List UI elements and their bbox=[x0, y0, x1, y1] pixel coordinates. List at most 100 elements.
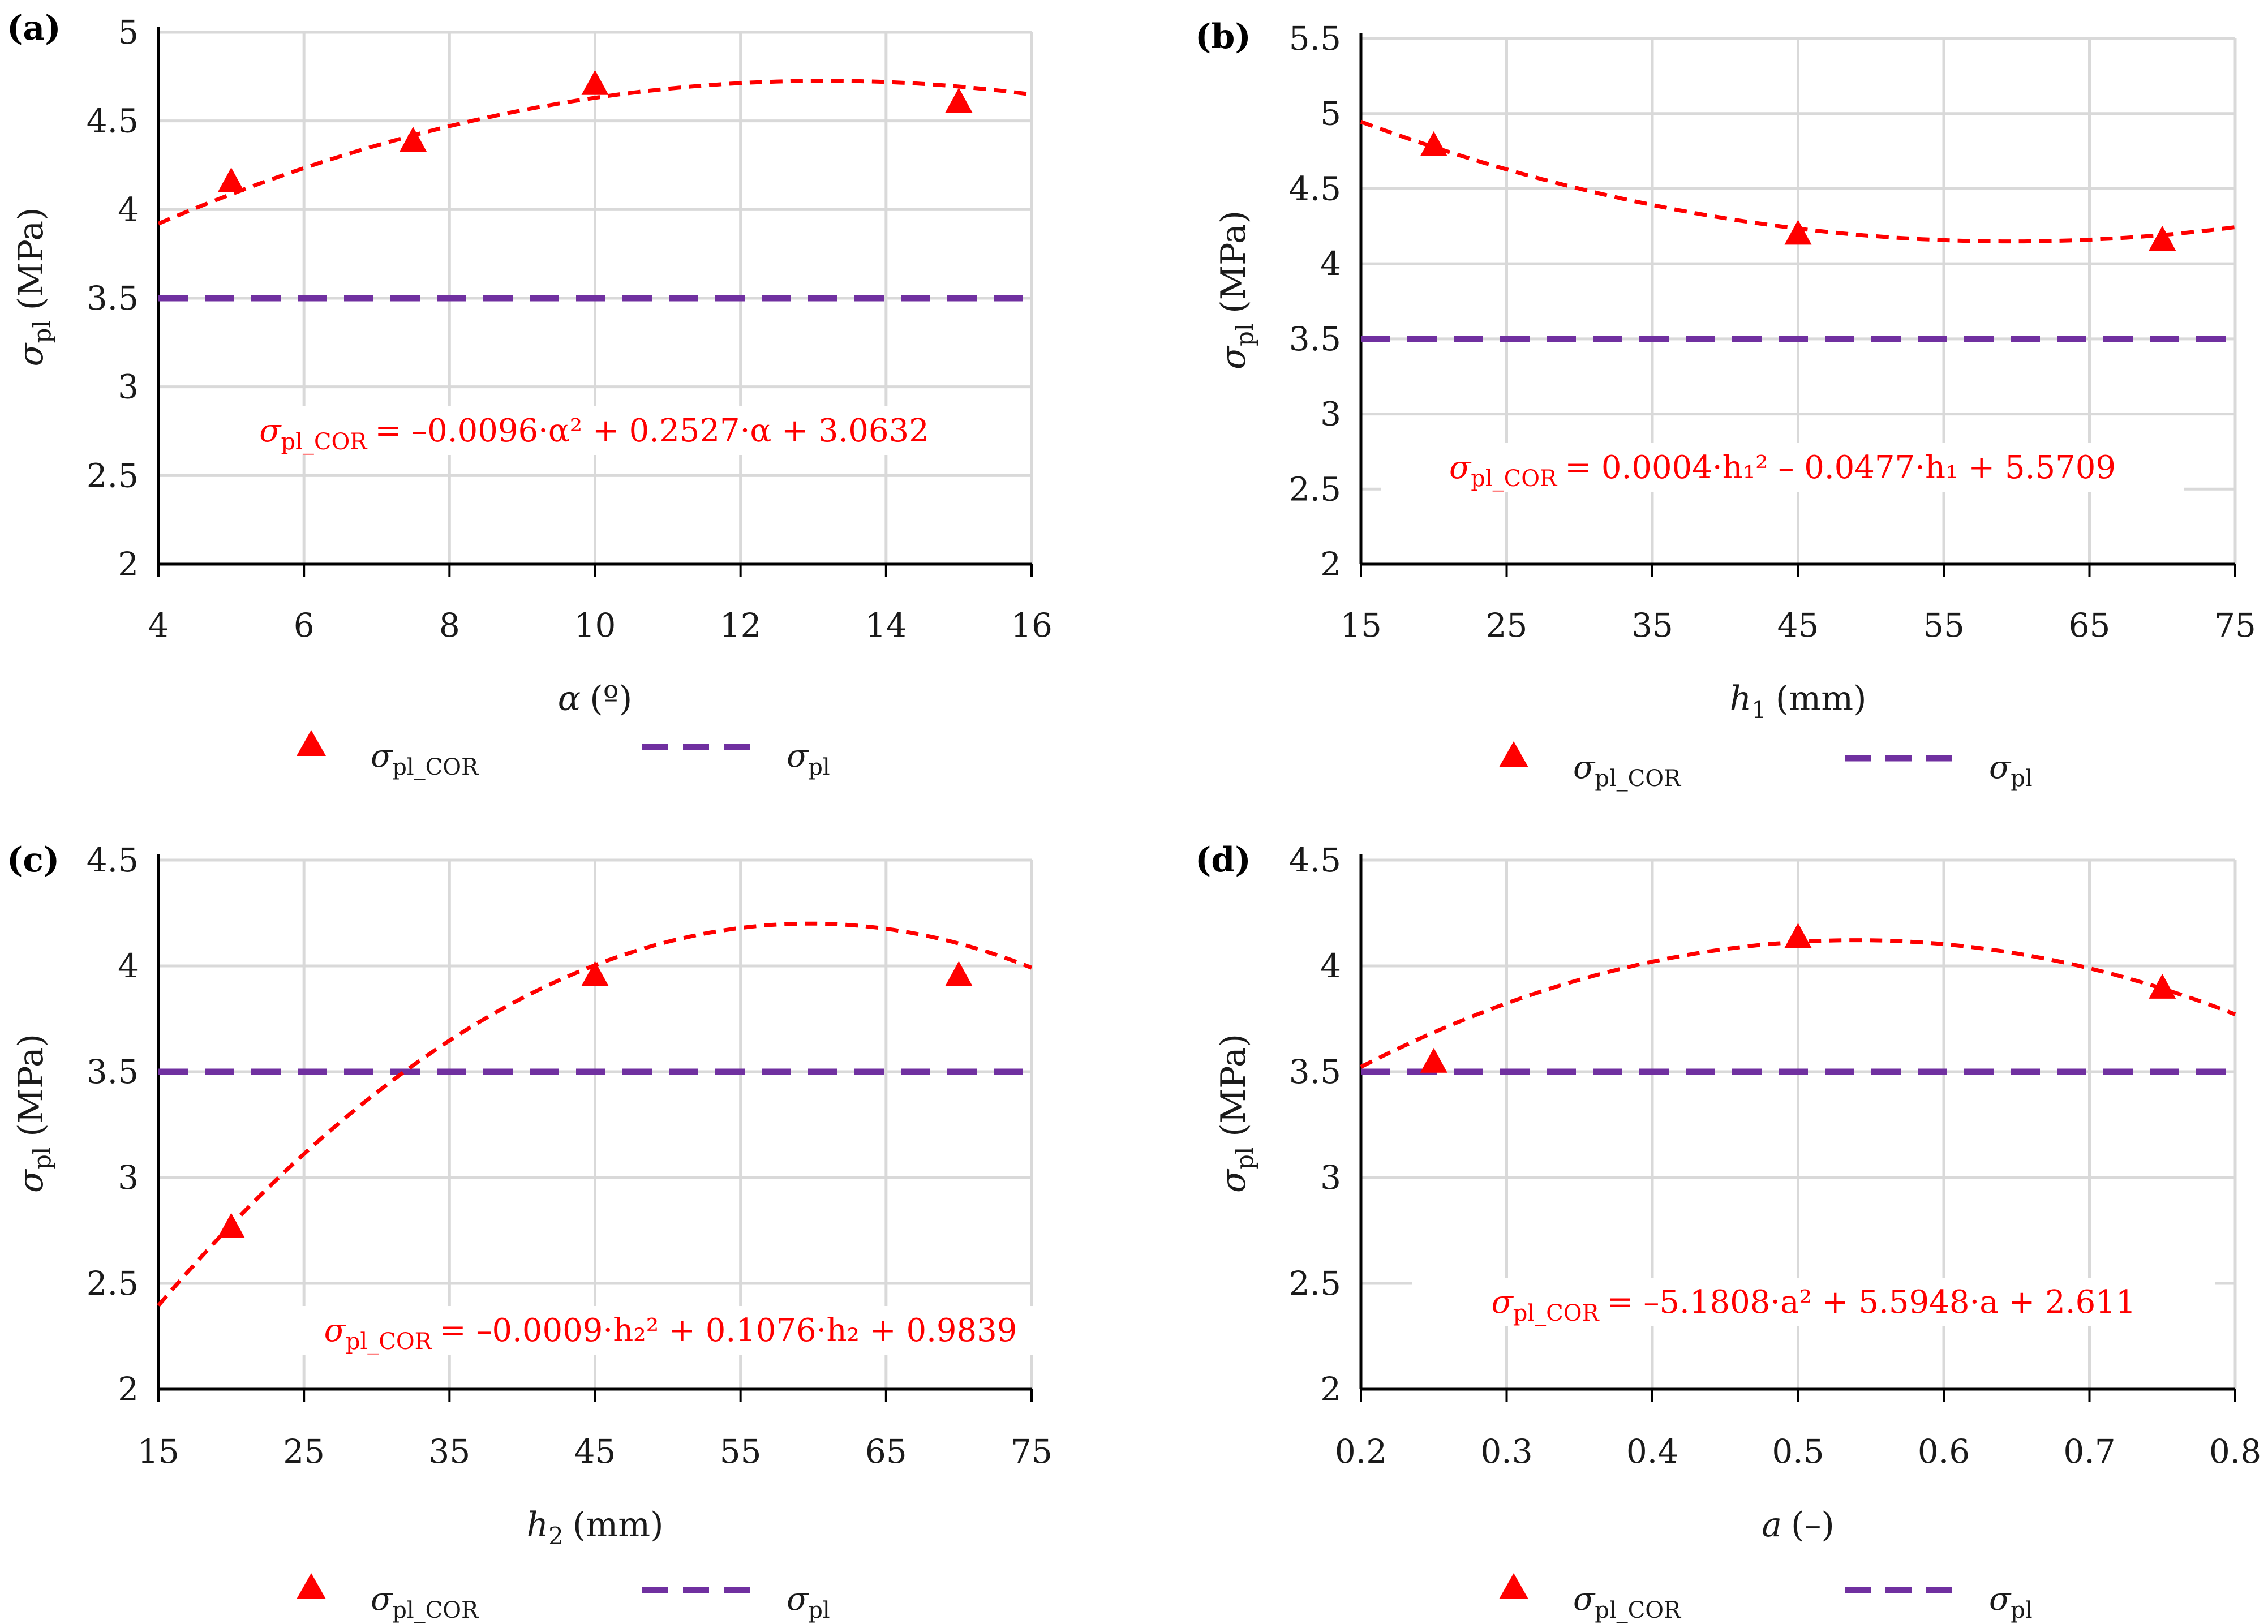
x-tick-label: 55 bbox=[1923, 606, 1965, 645]
legend-const-symbol: σ bbox=[1989, 749, 2012, 786]
y-tick-label: 3 bbox=[1320, 395, 1341, 433]
y-axis-symbol: σ bbox=[11, 342, 51, 367]
equation-rhs: = –5.1808·a² + 5.5948·a + 2.611 bbox=[1607, 1284, 2136, 1321]
y-tick-label: 4.5 bbox=[87, 102, 139, 140]
data-point-marker bbox=[217, 167, 245, 193]
y-axis-subscript: pl bbox=[28, 1147, 56, 1170]
legend: σpl_COR σpl bbox=[1499, 741, 2033, 792]
equation-background bbox=[1381, 443, 2184, 492]
legend-marker-triangle bbox=[297, 730, 326, 756]
y-tick-label: 4 bbox=[1320, 947, 1341, 985]
y-tick-label: 4 bbox=[1320, 244, 1341, 283]
x-tick-label: 15 bbox=[1340, 606, 1382, 645]
y-tick-label: 4.5 bbox=[1289, 841, 1341, 879]
x-axis-title: h1 (mm) bbox=[1730, 679, 1867, 724]
x-axis-unit: (º) bbox=[590, 679, 632, 719]
x-tick-label: 6 bbox=[294, 606, 315, 645]
x-tick-label: 14 bbox=[865, 606, 907, 645]
legend-const-symbol: σ bbox=[787, 1581, 809, 1618]
equation-lhs-symbol: σ bbox=[259, 413, 282, 449]
x-tick-label: 35 bbox=[1631, 606, 1673, 645]
y-tick-label: 5 bbox=[118, 13, 139, 51]
y-tick-label: 4.5 bbox=[87, 841, 139, 879]
equation-text: σpl_COR = –0.0096·α² + 0.2527·α + 3.0632 bbox=[259, 413, 929, 455]
equation-lhs-subscript: pl_COR bbox=[1513, 1300, 1600, 1326]
data-point-marker bbox=[1784, 923, 1812, 948]
y-axis-unit: (MPa) bbox=[1214, 210, 1253, 313]
legend-label-const: σpl bbox=[1989, 749, 2033, 792]
y-tick-label: 3 bbox=[118, 1158, 139, 1197]
equation-background bbox=[269, 1306, 1072, 1355]
y-tick-label: 2.5 bbox=[87, 456, 139, 495]
fit-equation: σpl_COR = –0.0096·α² + 0.2527·α + 3.0632 bbox=[192, 406, 996, 455]
fit-equation: σpl_COR = –5.1808·a² + 5.5948·a + 2.611 bbox=[1412, 1278, 2215, 1326]
x-tick-label: 10 bbox=[574, 606, 616, 645]
y-tick-label: 2.5 bbox=[87, 1264, 139, 1303]
x-tick-label: 0.8 bbox=[2209, 1432, 2261, 1471]
x-axis-unit: (mm) bbox=[1776, 679, 1867, 719]
y-tick-label: 3.5 bbox=[1289, 320, 1341, 358]
y-tick-label: 5 bbox=[1320, 94, 1341, 133]
equation-text: σpl_COR = –5.1808·a² + 5.5948·a + 2.611 bbox=[1492, 1284, 2136, 1326]
y-axis-title: σpl (MPa) bbox=[1214, 1034, 1258, 1193]
equation-lhs-symbol: σ bbox=[1492, 1284, 1514, 1321]
panel-label: (c) bbox=[7, 840, 59, 880]
x-tick-label: 0.6 bbox=[1918, 1432, 1970, 1471]
y-tick-label: 3 bbox=[1320, 1158, 1341, 1197]
x-axis-subscript: 2 bbox=[548, 1522, 564, 1550]
equation-lhs-subscript: pl_COR bbox=[1471, 466, 1558, 492]
legend-label-cor: σpl_COR bbox=[1573, 749, 1682, 792]
y-axis-unit: (MPa) bbox=[11, 1034, 51, 1137]
y-axis-symbol: σ bbox=[1214, 1168, 1253, 1193]
x-axis-subscript: 1 bbox=[1751, 696, 1767, 724]
x-tick-label: 55 bbox=[720, 1432, 762, 1471]
legend-label-cor: σpl_COR bbox=[371, 738, 479, 780]
x-tick-label: 8 bbox=[439, 606, 460, 645]
y-tick-label: 4 bbox=[118, 947, 139, 985]
y-tick-label: 3.5 bbox=[87, 1052, 139, 1091]
y-tick-label: 2 bbox=[118, 545, 139, 583]
legend-const-subscript: pl bbox=[2011, 766, 2032, 792]
legend-const-subscript: pl bbox=[2011, 1597, 2032, 1623]
data-point-marker bbox=[1420, 1047, 1447, 1073]
legend-marker-triangle bbox=[1499, 741, 1528, 767]
y-tick-label: 2 bbox=[118, 1370, 139, 1408]
panel-label: (b) bbox=[1195, 17, 1251, 57]
y-axis-subscript: pl bbox=[1231, 324, 1258, 346]
equation-rhs: = –0.0096·α² + 0.2527·α + 3.0632 bbox=[375, 413, 929, 449]
data-point-marker bbox=[1420, 131, 1447, 156]
y-tick-label: 3 bbox=[118, 368, 139, 406]
legend-const-symbol: σ bbox=[787, 738, 809, 775]
x-tick-label: 45 bbox=[1777, 606, 1819, 645]
legend-cor-symbol: σ bbox=[371, 738, 393, 775]
y-axis-title: σpl (MPa) bbox=[11, 1034, 56, 1193]
data-point-marker bbox=[581, 70, 609, 95]
data-point-marker bbox=[581, 961, 609, 986]
panel-label: (d) bbox=[1195, 840, 1251, 880]
y-tick-label: 2.5 bbox=[1289, 1264, 1341, 1303]
y-tick-label: 3.5 bbox=[1289, 1052, 1341, 1091]
legend-cor-symbol: σ bbox=[371, 1581, 393, 1618]
equation-background bbox=[192, 406, 996, 455]
y-tick-label: 2 bbox=[1320, 1370, 1341, 1408]
y-axis-unit: (MPa) bbox=[11, 208, 51, 311]
legend-label-const: σpl bbox=[787, 1581, 830, 1623]
legend-marker-triangle bbox=[1499, 1573, 1528, 1599]
y-axis-symbol: σ bbox=[1214, 345, 1253, 370]
y-tick-label: 3.5 bbox=[87, 279, 139, 317]
x-tick-label: 15 bbox=[138, 1432, 179, 1471]
y-axis-title: σpl (MPa) bbox=[1214, 210, 1258, 370]
y-axis-title: σpl (MPa) bbox=[11, 208, 56, 367]
x-tick-label: 45 bbox=[574, 1432, 616, 1471]
legend-cor-symbol: σ bbox=[1573, 1581, 1596, 1618]
x-tick-label: 65 bbox=[2069, 606, 2111, 645]
x-axis-unit: (mm) bbox=[573, 1505, 664, 1545]
x-tick-label: 75 bbox=[2214, 606, 2256, 645]
legend-label-cor: σpl_COR bbox=[1573, 1581, 1682, 1623]
equation-rhs: = –0.0009·h₂² + 0.1076·h₂ + 0.9839 bbox=[440, 1312, 1017, 1349]
y-tick-label: 5.5 bbox=[1289, 19, 1341, 58]
